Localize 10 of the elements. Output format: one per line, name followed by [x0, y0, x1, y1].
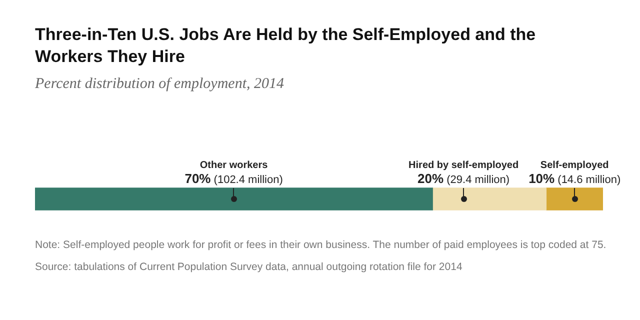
text: Note: Self-employed people work for profit or fees in their own business. The number of paid employees is top coded at 75. — [35, 238, 608, 253]
series-label: Other workers — [200, 160, 268, 171]
data-label: 10% (14.6 million) — [528, 171, 621, 186]
source-note: Source: tabulations of Current Population Survey data, annual outgoing rotation file for 2014 — [35, 260, 464, 275]
data-label: 20% (29.4 million) — [418, 171, 510, 186]
series-label: Hired by self-employed — [408, 160, 519, 171]
series-label: Self-employed — [540, 160, 609, 171]
chart-subtitle: Percent distribution of employment, 2014 — [35, 76, 284, 93]
data-label: 70% (102.4 million) — [184, 171, 283, 186]
chart-title: Three-in-Ten U.S. Jobs Are Held by the Self-Employed and the Workers They Hire — [35, 24, 537, 68]
